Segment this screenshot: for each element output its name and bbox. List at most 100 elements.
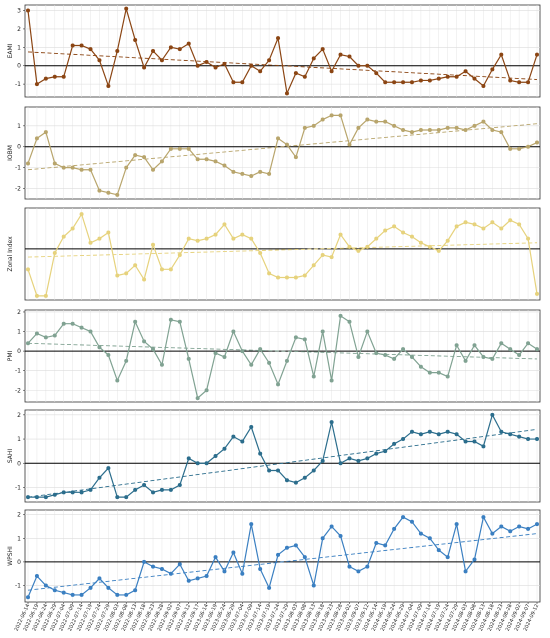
data-point <box>436 370 441 375</box>
data-point <box>427 370 432 375</box>
data-point <box>97 345 102 350</box>
data-point <box>365 329 370 334</box>
data-point <box>276 552 281 557</box>
data-point <box>195 157 200 162</box>
data-point <box>284 91 289 96</box>
data-point <box>401 347 406 352</box>
data-point <box>52 492 57 497</box>
data-point <box>356 458 361 463</box>
trend-line <box>27 342 538 360</box>
data-point <box>204 574 209 579</box>
data-point <box>517 353 522 358</box>
data-point <box>213 65 218 70</box>
data-point <box>106 585 111 590</box>
data-point <box>177 146 182 151</box>
data-point <box>195 238 200 243</box>
data-point <box>177 47 182 52</box>
data-point <box>52 333 57 338</box>
data-point <box>222 354 227 359</box>
data-point <box>472 222 477 227</box>
data-point <box>151 242 156 247</box>
y-tick-label: -1 <box>15 81 21 88</box>
data-point <box>43 293 48 298</box>
data-point <box>186 578 191 583</box>
data-point <box>374 451 379 456</box>
data-point <box>472 439 477 444</box>
panel-background <box>24 106 541 200</box>
data-point <box>267 271 272 276</box>
data-point <box>401 437 406 442</box>
data-point <box>258 451 263 456</box>
data-point <box>490 220 495 225</box>
data-point <box>222 222 227 227</box>
data-point <box>124 271 129 276</box>
y-tick-label: 0 <box>17 348 21 355</box>
y-tick-label: 1 <box>17 436 21 443</box>
data-point <box>168 571 173 576</box>
data-point <box>231 329 236 334</box>
data-point <box>427 244 432 249</box>
data-point <box>240 80 245 85</box>
data-point <box>70 43 75 48</box>
data-point <box>436 432 441 437</box>
data-point <box>517 80 522 85</box>
data-point <box>347 244 352 249</box>
data-point <box>249 424 254 429</box>
data-point <box>374 541 379 546</box>
data-point <box>508 347 513 352</box>
data-point <box>445 125 450 130</box>
data-point <box>276 382 281 387</box>
data-point <box>463 220 468 225</box>
data-point <box>61 321 66 326</box>
data-point <box>392 526 397 531</box>
data-point <box>276 275 281 280</box>
data-point <box>34 82 39 87</box>
data-point <box>258 566 263 571</box>
data-point <box>168 45 173 50</box>
data-point <box>26 161 30 166</box>
y-axis-label: EAMI <box>7 43 14 58</box>
y-tick-label: -2 <box>15 186 21 193</box>
data-point <box>383 228 388 233</box>
data-point <box>347 564 352 569</box>
data-point <box>409 354 414 359</box>
data-point <box>302 125 307 130</box>
data-point <box>133 153 138 158</box>
data-point <box>409 519 414 524</box>
data-point <box>329 113 334 118</box>
data-point <box>284 275 289 280</box>
data-point <box>240 571 245 576</box>
data-point <box>427 78 432 83</box>
data-point <box>311 468 316 473</box>
data-point <box>97 58 102 63</box>
data-point <box>240 349 245 354</box>
data-point <box>43 130 48 135</box>
data-point <box>240 439 245 444</box>
data-point <box>418 78 423 83</box>
y-tick-label: 1 <box>17 329 21 336</box>
data-point <box>177 562 182 567</box>
y-tick-label: 2 <box>17 26 21 33</box>
data-point <box>311 56 316 61</box>
data-point <box>115 378 120 383</box>
data-point <box>311 123 316 128</box>
data-point <box>88 329 93 334</box>
data-point <box>517 146 522 151</box>
data-point <box>320 536 325 541</box>
data-point <box>401 128 406 132</box>
data-point <box>481 515 486 520</box>
y-axis-label: WPSHI <box>7 546 14 566</box>
data-point <box>267 171 272 176</box>
data-point <box>88 487 93 492</box>
data-point <box>52 588 57 593</box>
data-point <box>115 273 120 278</box>
data-point <box>43 76 48 81</box>
data-point <box>356 248 361 253</box>
data-point <box>392 123 397 128</box>
data-point <box>168 267 173 272</box>
data-point <box>34 331 39 336</box>
data-point <box>79 592 84 597</box>
data-point <box>347 456 352 461</box>
data-point <box>249 362 254 367</box>
